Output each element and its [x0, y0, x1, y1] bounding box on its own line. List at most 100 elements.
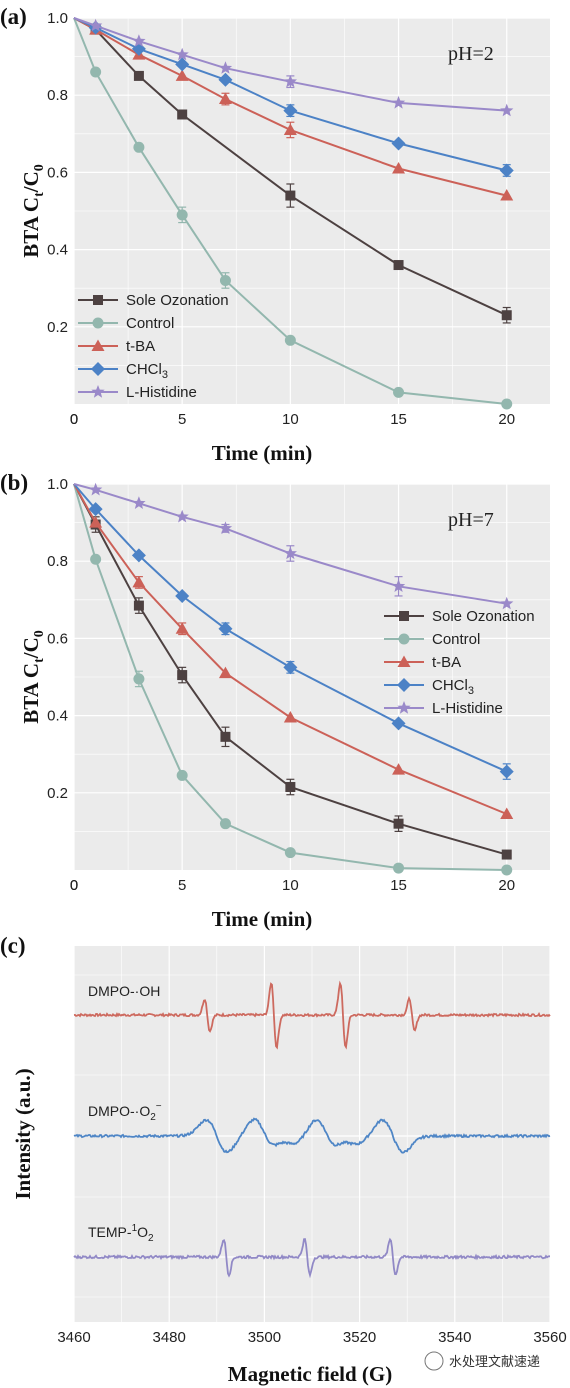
spectrum-dmpo-o2 [73, 1117, 551, 1154]
y-tick-label: 0.4 [47, 708, 68, 725]
x-tick-label: 3560 [533, 1329, 566, 1346]
data-point [392, 162, 406, 174]
data-point [132, 575, 146, 588]
series-line [73, 483, 508, 815]
data-point [177, 670, 188, 681]
series-control [73, 17, 513, 410]
legend-key-marker [397, 655, 411, 667]
spectrum-line [73, 1117, 551, 1154]
data-point [391, 136, 406, 151]
x-tick-label: 3460 [57, 1329, 90, 1346]
data-point [501, 849, 512, 860]
data-point [285, 782, 296, 793]
panel-c-ticks: 3460 3480 3500 3520 3540 3560 [57, 1329, 566, 1346]
panel-a-label: (a) [0, 4, 27, 29]
data-point [285, 190, 296, 201]
spectrum-line [73, 980, 551, 1050]
legend-label-l-histidine: L-Histidine [126, 384, 197, 401]
data-point [90, 66, 102, 78]
y-tick-label: 0.4 [47, 242, 68, 259]
x-tick-label: 15 [390, 877, 407, 894]
series-line [73, 17, 507, 172]
x-tick-label: 10 [282, 877, 299, 894]
series-control [73, 483, 513, 876]
data-point [501, 310, 512, 321]
spectrum-line [73, 1237, 550, 1279]
legend-key-marker [397, 701, 411, 714]
legend-key-marker [91, 385, 105, 398]
data-point [218, 621, 233, 636]
x-tick-label: 0 [70, 877, 78, 894]
legend-key-marker [92, 317, 104, 329]
data-point [283, 711, 297, 723]
x-tick-label: 15 [390, 411, 407, 428]
data-point [391, 95, 406, 109]
legend-label-sole-ozonation: Sole Ozonation [432, 608, 535, 625]
legend-label-tba: t-BA [126, 338, 155, 355]
x-tick-label: 20 [498, 877, 515, 894]
panel-b-grid [73, 483, 550, 870]
y-tick-label: 0.8 [47, 553, 68, 570]
data-point [218, 92, 232, 105]
series-line [73, 483, 507, 605]
panel-a-ph-annotation: pH=2 [448, 43, 494, 65]
y-tick-label: 1.0 [47, 10, 68, 27]
data-point [283, 103, 298, 118]
panel-a-legend: Sole Ozonation Control t-BA CHCl3 L-Hist… [78, 292, 229, 401]
data-point [283, 660, 298, 675]
panel-b-ylabel: BTA Ct/C0 [19, 630, 47, 724]
series-line [73, 483, 508, 773]
data-point [283, 546, 297, 560]
x-tick-label: 20 [498, 411, 515, 428]
data-point [393, 818, 404, 829]
x-tick-label: 10 [282, 411, 299, 428]
x-tick-label: 3500 [248, 1329, 281, 1346]
legend-label-chcl3: CHCl3 [126, 361, 168, 381]
panel-b-series [73, 482, 514, 876]
series-line [73, 483, 507, 856]
data-point [283, 123, 297, 135]
data-point [175, 622, 189, 634]
y-tick-label: 0.2 [47, 319, 68, 336]
legend-key-marker [397, 678, 411, 692]
data-point [501, 398, 513, 410]
panel-c: 3460 3480 3500 3520 3540 3560 (c) DMPO-·OH DM… [0, 933, 568, 1386]
data-point [393, 386, 405, 398]
y-tick-label: 0.2 [47, 785, 68, 802]
x-tick-label: 0 [70, 411, 78, 428]
data-point [220, 731, 231, 742]
series-line [73, 17, 507, 405]
series-line [73, 17, 507, 112]
watermark-backdrop [446, 1350, 568, 1372]
legend-label-chcl3: CHCl3 [432, 677, 474, 697]
legend-label-control: Control [432, 631, 480, 648]
panel-b-xlabel: Time (min) [212, 907, 313, 931]
data-point [176, 209, 188, 221]
x-tick-label: 5 [178, 877, 186, 894]
data-point [218, 521, 233, 535]
x-tick-label: 3540 [438, 1329, 471, 1346]
x-tick-label: 3520 [343, 1329, 376, 1346]
data-point [500, 807, 514, 820]
panel-b-legend: Sole Ozonation Control t-BA CHCl3 L-Hist… [384, 608, 535, 717]
data-point [284, 847, 296, 859]
data-point [499, 764, 514, 779]
data-point [175, 69, 189, 81]
data-point [500, 189, 514, 201]
data-point [133, 600, 144, 611]
data-point [175, 588, 190, 603]
legend-label-sole-ozonation: Sole Ozonation [126, 292, 229, 309]
data-point [132, 34, 146, 47]
watermark: 水处理文献速递 [424, 1350, 568, 1372]
x-tick-label: 3480 [153, 1329, 186, 1346]
legend-key-marker [399, 611, 409, 621]
spectrum-label-dmpo-o2: DMPO-·O2− [88, 1101, 162, 1123]
series-chcl3 [73, 483, 514, 780]
wechat-icon [424, 1351, 444, 1371]
spectrum-temp-o2 [73, 1237, 550, 1279]
legend-label-l-histidine: L-Histidine [432, 700, 503, 717]
